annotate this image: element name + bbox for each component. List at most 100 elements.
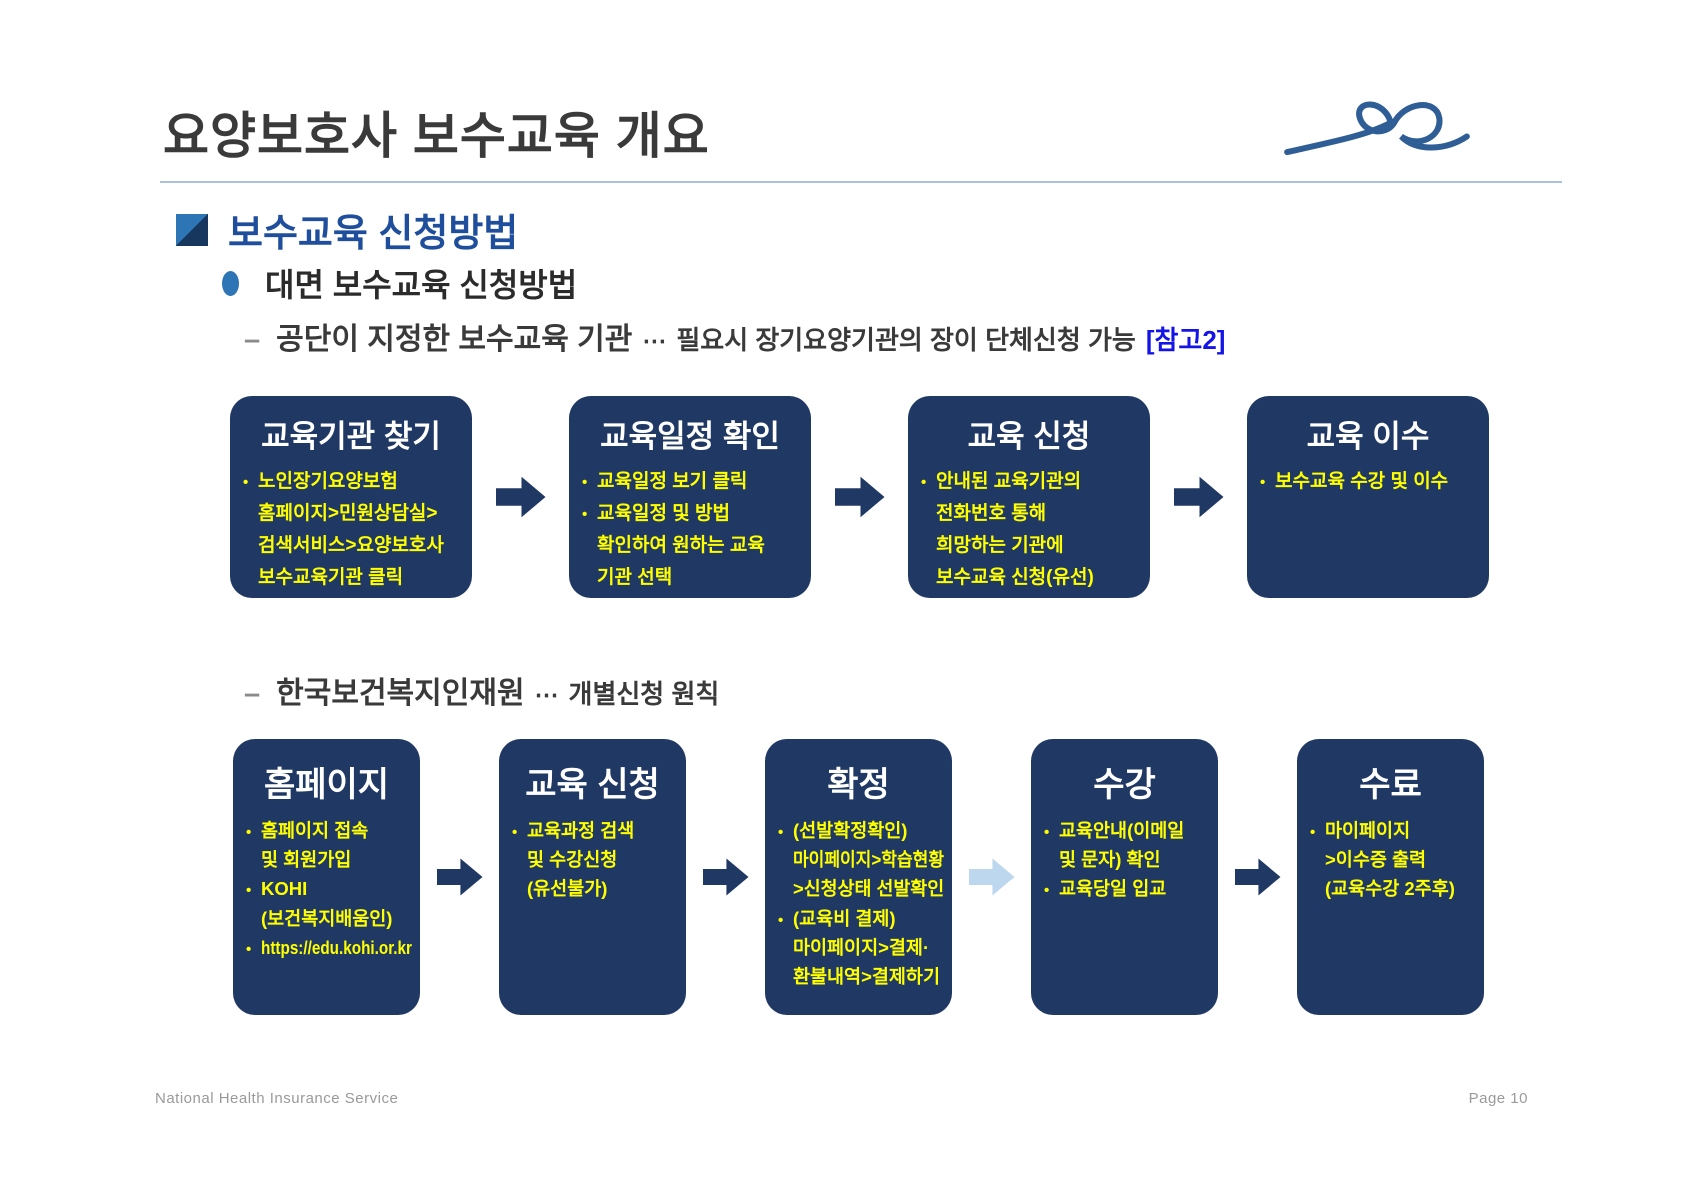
content-line: 마이페이지>학습현황 [778,845,944,874]
flow-step-content: • 보수교육 수강 및 이수 [1247,466,1489,498]
content-line: 보수교육 신청(유선) [921,562,1142,594]
content-line: (유선불가) [512,874,678,903]
content-line-body: 노인장기요양보험 [258,466,464,498]
flow-arrow [952,739,1031,1015]
content-line-text: 교육안내(이메일 [1059,820,1185,841]
content-line-text: 교육과정 검색 [527,820,635,841]
bullet-dot-icon: • [246,882,252,900]
content-line: 및 수강신청 [512,845,678,874]
content-line-body: 교육일정 보기 클릭 [597,466,803,498]
bullet-dot-icon: • [921,474,927,491]
flow-arrow [686,739,765,1015]
content-line-body: 보수교육기관 클릭 [258,562,464,594]
bullet-dot-icon: • [1310,824,1316,841]
content-line-body: 환불내역>결제하기 [793,962,944,991]
arrow-right-icon [834,476,885,518]
sub-item-2: – 한국보건복지인재원 ⋯ 개별신청 원칙 [244,668,719,712]
sub-item-1-main: 공단이 지정한 보수교육 기관 [276,323,633,356]
content-line-text: 홈페이지 접속 [261,820,369,841]
content-line-body: 전화번호 통해 [936,498,1142,530]
content-line-text: 및 수강신청 [527,849,618,871]
content-line-body: 교육당일 입교 [1059,874,1210,903]
flow-step-title: 교육 신청 [967,419,1091,454]
arrow-right-icon [702,858,749,896]
bullet-dot-icon: • [246,940,252,958]
content-line-body: 마이페이지 [1325,816,1476,845]
flow-step-box: 확정 • (선발확정확인) 마이페이지>학습현황 >신청상태 선발확인 • (교육비 결제)… [765,739,952,1015]
title-divider [160,181,1562,183]
content-line-body: 안내된 교육기관의 [936,466,1142,498]
content-line-text: 및 문자) 확인 [1059,849,1161,871]
content-line-body: KOHI [261,874,412,903]
content-line-body: 및 문자) 확인 [1059,845,1210,874]
flow-step-title: 교육기관 찾기 [261,419,441,454]
content-line-text: >신청상태 선발확인 [793,878,945,900]
flow-row-2: 홈페이지 • 홈페이지 접속 및 회원가입 • KOHI (보건복지배움인) • https:/… [233,739,1484,1015]
content-line-body: 희망하는 기관에 [936,530,1142,562]
page-title: 요양보호사 보수교육 개요 [163,108,710,164]
flow-step-box: 교육일정 확인 • 교육일정 보기 클릭 • 교육일정 및 방법 확인하여 원하는 교육 기… [569,396,811,598]
bullet-dot-icon: • [1044,882,1050,900]
reference-label: [참고2] [1145,325,1226,355]
bullet-dot-icon: • [246,824,252,841]
content-line-text: 교육일정 보기 클릭 [597,471,748,492]
bullet-ellipse-icon [222,270,239,296]
arrow-right-icon [1173,476,1224,518]
flow-step-box: 수료 • 마이페이지 >이수증 출력 (교육수강 2주후) [1297,739,1484,1015]
content-line: • 교육일정 및 방법 [582,498,803,530]
content-line-text: https://edu.kohi.or.kr [261,936,412,958]
ellipsis-icon: ⋯ [642,328,667,355]
flow-step-title: 교육 신청 [525,766,660,804]
content-line: 전화번호 통해 [921,498,1142,530]
flow-step-content: • 교육안내(이메일 및 문자) 확인 • 교육당일 입교 [1031,816,1218,904]
content-line: 보수교육기관 클릭 [243,562,464,594]
content-line-body: (유선불가) [527,874,678,903]
content-line-text: 마이페이지>학습현황 [793,849,944,871]
content-line-body: 홈페이지 접속 [261,816,412,845]
content-line: • https://edu.kohi.or.kr [246,933,412,962]
content-line-text: 마이페이지 [1325,820,1411,841]
content-line: • 노인장기요양보험 [243,466,464,498]
nhis-heart-logo [1284,101,1470,156]
arrow-right-icon [1234,858,1281,896]
content-line: • (교육비 결제) [778,904,944,933]
bullet-dot-icon: • [243,474,249,491]
content-line: 환불내역>결제하기 [778,962,944,991]
sub-item-1-note: 필요시 장기요양기관의 장이 단체신청 가능 [676,325,1136,355]
content-line: 검색서비스>요양보호사 [243,530,464,562]
content-line-body: 마이페이지>학습현황 [793,845,944,874]
flow-step-box: 교육 신청 • 교육과정 검색 및 수강신청 (유선불가) [499,739,686,1015]
content-line-text: 보수교육 수강 및 이수 [1275,471,1449,492]
content-line: 및 문자) 확인 [1044,845,1210,874]
content-line: • 보수교육 수강 및 이수 [1260,466,1481,498]
content-line-text: 교육일정 및 방법 [597,502,730,524]
bullet-item-label: 대면 보수교육 신청방법 [265,267,578,303]
content-line-text: 전화번호 통해 [936,502,1047,524]
content-line: (보건복지배움인) [246,904,412,933]
content-line-body: >신청상태 선발확인 [793,874,944,903]
content-line: 확인하여 원하는 교육 [582,530,803,562]
content-line-text: 홈페이지>민원상담실> [258,502,438,524]
flow-step-title: 교육 이수 [1306,419,1430,454]
content-line-body: 홈페이지>민원상담실> [258,498,464,530]
bullet-dot-icon: • [582,505,588,523]
flow-step-title: 수강 [1093,766,1156,804]
content-line-body: 마이페이지>결제· [793,933,944,962]
content-line-text: 노인장기요양보험 [258,471,398,492]
flow-arrow [1218,739,1297,1015]
content-line-text: 환불내역>결제하기 [793,966,940,988]
content-line-text: 희망하는 기관에 [936,534,1064,556]
bullet-dot-icon: • [778,824,784,841]
content-line-body: >이수증 출력 [1325,845,1476,874]
ellipsis-icon: ⋯ [534,682,559,709]
content-line: • 안내된 교육기관의 [921,466,1142,498]
content-line: • (선발확정확인) [778,816,944,845]
content-line-body: 교육과정 검색 [527,816,678,845]
content-line: • 마이페이지 [1310,816,1476,845]
flow-step-box: 수강 • 교육안내(이메일 및 문자) 확인 • 교육당일 입교 [1031,739,1218,1015]
sub-item-2-main: 한국보건복지인재원 [276,677,525,710]
content-line-text: 교육당일 입교 [1059,878,1167,900]
content-line-text: 기관 선택 [597,566,673,588]
